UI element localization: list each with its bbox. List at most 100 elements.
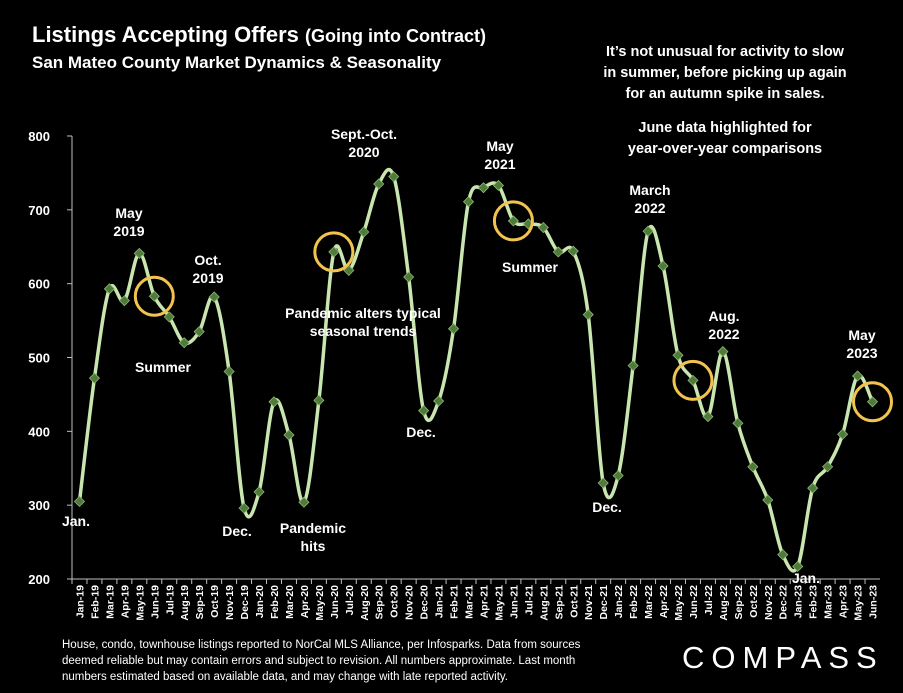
- data-point-marker: [477, 182, 490, 194]
- june-highlight-circle: [672, 359, 714, 401]
- data-point-marker: [148, 290, 160, 302]
- x-tick-label: Jun-22: [688, 585, 700, 619]
- footnote-line: numbers estimated based on available dat…: [62, 671, 508, 683]
- footnote-line: deemed reliable but may contain errors a…: [62, 655, 576, 667]
- data-point-marker: [582, 309, 594, 321]
- annotation-label: May: [115, 205, 142, 221]
- compass-logo: COMPASS: [682, 640, 884, 675]
- data-point-marker: [103, 283, 115, 295]
- x-tick-label: Jul-19: [164, 585, 176, 616]
- data-point-marker: [567, 245, 579, 257]
- data-point-marker: [762, 494, 774, 506]
- june-highlight-circle: [852, 381, 894, 423]
- data-point-marker: [88, 372, 101, 384]
- annotation-label: Dec.: [222, 523, 252, 539]
- x-tick-label: Mar-22: [643, 585, 655, 619]
- x-tick-label: Aug-22: [718, 585, 730, 621]
- data-point-marker: [612, 470, 624, 482]
- data-point-marker: [73, 495, 86, 508]
- data-point-marker: [552, 246, 564, 258]
- june-highlight-circle: [492, 200, 534, 242]
- data-point-marker: [687, 374, 699, 386]
- y-tick-label: 500: [28, 351, 50, 366]
- x-tick-label: Jan-19: [74, 585, 86, 618]
- data-point-marker: [118, 295, 130, 307]
- data-point-marker: [866, 396, 879, 408]
- note-line: It’s not unusual for activity to slow: [606, 44, 844, 60]
- x-tick-label: Mar-21: [464, 585, 476, 619]
- x-tick-label: Jun-21: [508, 585, 520, 619]
- footnote-line: House, condo, townhouse listings reporte…: [62, 639, 581, 651]
- data-point-marker: [672, 349, 684, 361]
- data-point-marker: [373, 178, 385, 190]
- annotation-label: hits: [301, 538, 326, 554]
- source-footnote: House, condo, townhouse listings reporte…: [62, 637, 580, 685]
- x-tick-label: Apr-19: [119, 585, 131, 618]
- x-tick-label: Apr-20: [299, 585, 311, 618]
- data-point-marker: [268, 396, 280, 408]
- data-point-marker: [283, 429, 295, 441]
- annotation-label: Pandemic: [280, 520, 346, 536]
- annotation-label: Oct.: [194, 252, 221, 268]
- title-parenthetical: (Going into Contract): [305, 26, 486, 46]
- title-main: Listings Accepting Offers: [32, 22, 299, 47]
- x-tick-label: Apr-22: [658, 585, 670, 618]
- data-point-marker: [507, 215, 519, 227]
- data-point-marker: [447, 323, 460, 335]
- x-tick-label: Sep-20: [374, 585, 386, 620]
- data-point-marker: [837, 428, 849, 440]
- data-point-marker: [851, 370, 864, 382]
- x-tick-label: May-22: [673, 585, 685, 621]
- data-point-marker: [298, 496, 310, 508]
- x-tick-label: May-19: [134, 585, 146, 621]
- note-line: June data highlighted for: [638, 120, 812, 136]
- x-tick-label: May-20: [314, 585, 326, 621]
- x-tick-label: Jan-21: [434, 585, 446, 618]
- x-tick-label: Feb-23: [808, 585, 820, 619]
- x-tick-label: Sep-22: [733, 585, 745, 620]
- x-tick-label: Sep-19: [194, 585, 206, 620]
- data-point-marker: [328, 246, 340, 258]
- annotation-label: Sept.-Oct.: [331, 126, 397, 142]
- data-point-marker: [537, 221, 549, 234]
- annotation-label: Jan.: [792, 570, 820, 586]
- data-point-marker: [642, 225, 654, 237]
- data-point-marker: [223, 365, 235, 378]
- y-tick-label: 200: [28, 572, 50, 587]
- x-tick-label: Mar-20: [284, 585, 296, 619]
- x-tick-label: Aug-21: [538, 585, 550, 621]
- x-tick-label: Aug-20: [359, 585, 371, 621]
- data-point-marker: [313, 394, 325, 406]
- june-highlight-circle: [313, 231, 355, 273]
- data-point-marker: [433, 395, 445, 407]
- data-point-marker: [717, 346, 729, 358]
- x-tick-label: Jul-21: [523, 585, 535, 616]
- x-tick-label: Feb-20: [269, 585, 281, 619]
- x-tick-label: May-21: [493, 585, 505, 621]
- june-highlight-note: June data highlighted for year-over-year…: [560, 118, 890, 160]
- data-point-marker: [657, 260, 669, 272]
- x-tick-label: Aug-19: [179, 585, 191, 621]
- x-tick-label: Feb-22: [628, 585, 640, 619]
- chart-subtitle: San Mateo County Market Dynamics & Seaso…: [32, 53, 442, 72]
- x-tick-label: Jan-23: [793, 585, 805, 618]
- seasonality-note: It’s not unusual for activity to slow in…: [560, 42, 890, 105]
- annotation-label: Jan.: [62, 513, 90, 529]
- x-tick-label: Mar-19: [104, 585, 116, 619]
- x-tick-label: Jan-20: [254, 585, 266, 618]
- x-tick-label: Jun-23: [868, 585, 880, 619]
- x-tick-label: May-23: [853, 585, 865, 621]
- annotation-label: May: [486, 138, 513, 154]
- y-tick-label: 400: [28, 424, 50, 439]
- annotation-label: 2022: [634, 200, 665, 216]
- annotation-label: Dec.: [592, 499, 622, 515]
- x-tick-label: Oct-21: [568, 585, 580, 618]
- x-tick-label: Apr-23: [838, 585, 850, 618]
- annotation-label: 2023: [846, 345, 877, 361]
- annotation-label: Summer: [135, 359, 192, 375]
- data-point-marker: [777, 549, 789, 561]
- data-point-marker: [597, 477, 609, 489]
- series-line: [77, 167, 875, 573]
- data-point-marker: [462, 196, 475, 208]
- annotation-label: Pandemic alters typical: [285, 305, 441, 321]
